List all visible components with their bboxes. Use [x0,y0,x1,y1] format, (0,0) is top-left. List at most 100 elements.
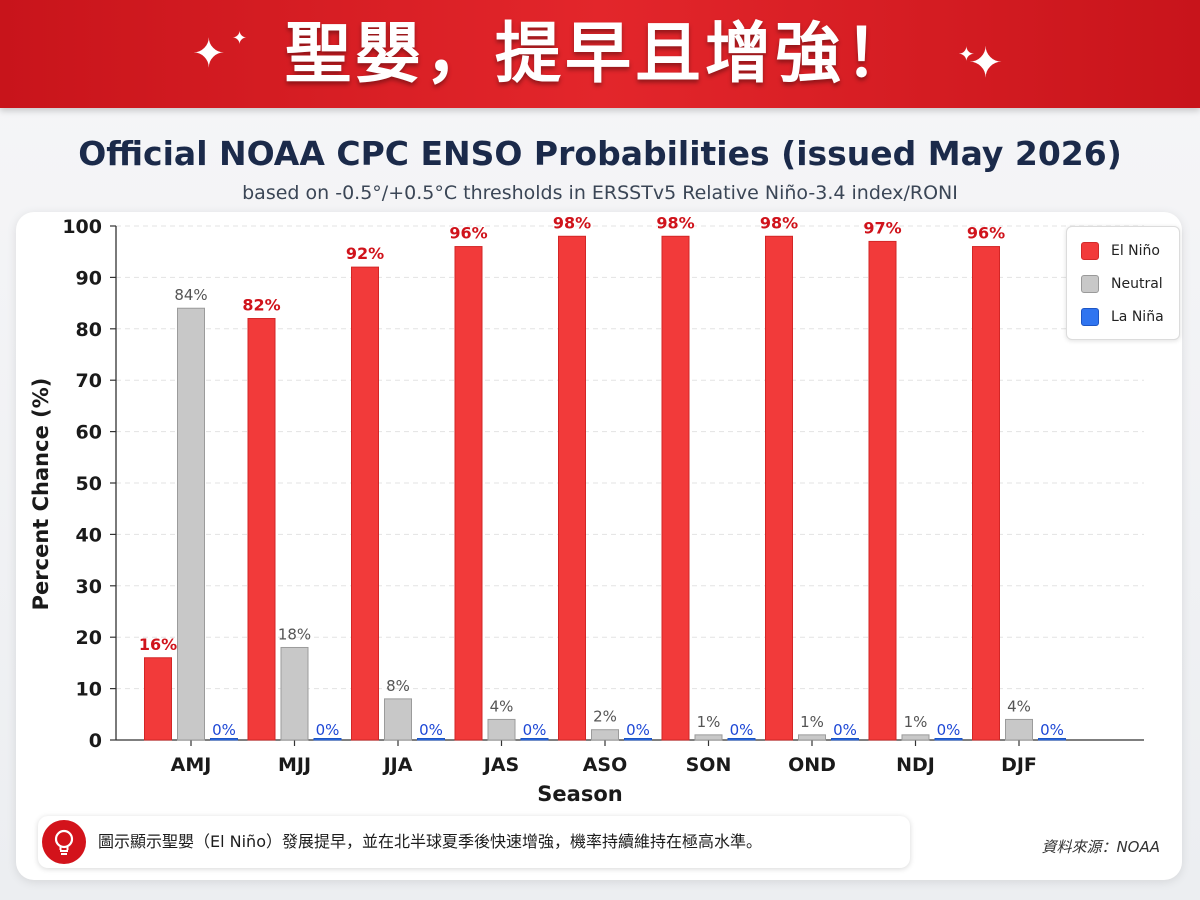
bar-el-nino [144,657,172,741]
data-label-el-nino: 82% [242,296,280,315]
bar-la-nina [831,738,859,741]
data-label-neutral: 8% [386,677,410,695]
data-label-la-nina: 0% [730,721,754,739]
sparkle-icon: ✦ [968,38,1004,87]
data-label-neutral: 18% [278,625,311,643]
bar-el-nino [765,235,793,741]
bar-la-nina [727,738,756,741]
data-label-el-nino: 96% [967,224,1005,243]
legend-label-neutral: Neutral [1111,276,1163,292]
bar-el-nino [558,235,586,741]
bar-el-nino [351,266,379,741]
bar-neutral [280,646,309,741]
data-label-neutral: 84% [174,286,207,304]
y-tick-label: 50 [76,473,102,495]
data-label-neutral: 1% [800,713,824,731]
sparkle-icon: ✦ [958,42,975,66]
data-labels: 16% 84% 0% 82% 18% 0% 92% 8% 0% 96% 4% 0% 98% 2% 0% 98%… [139,213,1064,739]
banner: ✦ ✦ 聖嬰，提早且增強！ ✦ ✦ [0,0,1200,108]
lightbulb-icon [42,820,86,864]
bar-la-nina [210,738,238,741]
bar-el-nino [868,240,897,741]
legend-swatch-el-nino [1081,242,1099,260]
legend-item-la-nina: La Niña [1081,307,1164,327]
bar-el-nino [661,235,690,741]
legend-swatch-la-nina [1081,308,1099,326]
bar-el-nino [247,318,276,741]
bar-neutral [798,734,826,741]
x-tick-label: DJF [1001,754,1037,776]
y-tick-label: 70 [76,370,102,392]
data-label-neutral: 4% [490,697,514,715]
x-tick-label: MJJ [278,754,311,776]
data-label-la-nina: 0% [419,721,443,739]
x-tick-label: SON [686,754,732,776]
data-label-neutral: 1% [697,713,721,731]
x-tick-label: JAS [482,754,519,776]
data-label-la-nina: 0% [523,721,547,739]
y-tick-label: 80 [76,319,102,341]
bar-neutral [487,718,516,741]
note-box: 圖示顯示聖嬰（El Niño）發展提早，並在北半球夏季後快速增強，機率持續維持在… [38,816,910,868]
data-label-la-nina: 0% [626,721,650,739]
data-label-neutral: 4% [1007,697,1031,715]
data-label-el-nino: 97% [863,218,901,237]
x-tick-label: JJA [382,754,413,776]
data-label-neutral: 1% [904,713,928,731]
y-axis-title: Percent Chance (%) [29,378,53,611]
x-tick-label: NDJ [896,754,935,776]
bar-la-nina [624,738,652,741]
data-label-el-nino: 98% [553,213,591,232]
y-tick-label: 0 [89,730,102,752]
data-label-neutral: 2% [593,708,617,726]
legend-item-neutral: Neutral [1081,274,1163,294]
sparkle-icon: ✦ [232,28,248,49]
bar-el-nino [454,246,483,741]
data-label-la-nina: 0% [316,721,340,739]
bar-neutral [1005,718,1033,741]
legend-item-el-nino: El Niño [1081,241,1160,261]
x-axis-title: Season [537,782,622,806]
x-tick-label: OND [788,754,836,776]
data-label-el-nino: 98% [656,213,694,232]
data-label-el-nino: 96% [449,224,487,243]
bars [144,235,1066,741]
bar-neutral [591,729,619,741]
y-tick-label: 90 [76,267,102,289]
bar-la-nina [934,738,963,741]
legend-swatch-neutral [1081,275,1099,293]
y-tick-label: 10 [76,679,102,701]
bar-la-nina [520,738,549,741]
x-tick-label: ASO [583,754,628,776]
y-tick-label: 60 [76,422,102,444]
sparkle-icon: ✦ [192,31,226,77]
source-credit: 資料來源：NOAA [1041,838,1160,856]
bar-neutral [177,307,205,741]
bar-neutral [901,734,930,741]
legend: El Niño Neutral La Niña [1066,226,1180,340]
data-label-la-nina: 0% [833,721,857,739]
data-label-el-nino: 16% [139,635,177,654]
bar-neutral [694,734,723,741]
bar-el-nino [972,246,1000,741]
bar-la-nina [313,738,342,741]
bar-neutral [384,698,412,741]
y-tick-label: 20 [76,627,102,649]
chart-subtitle: based on -0.5°/+0.5°C thresholds in ERSS… [242,182,958,204]
data-label-la-nina: 0% [1040,721,1064,739]
y-tick-label: 30 [76,576,102,598]
banner-title: 聖嬰，提早且增強！ [285,15,915,92]
bar-la-nina [1038,738,1066,741]
y-tick-label: 100 [62,216,102,238]
note-text: 圖示顯示聖嬰（El Niño）發展提早，並在北半球夏季後快速增強，機率持續維持在… [98,832,762,851]
data-label-la-nina: 0% [937,721,961,739]
data-label-el-nino: 98% [760,213,798,232]
data-label-la-nina: 0% [212,721,236,739]
x-tick-label: AMJ [171,754,212,776]
data-label-el-nino: 92% [346,244,384,263]
bar-la-nina [417,738,445,741]
legend-label-el-nino: El Niño [1111,243,1160,259]
legend-label-la-nina: La Niña [1111,309,1164,325]
